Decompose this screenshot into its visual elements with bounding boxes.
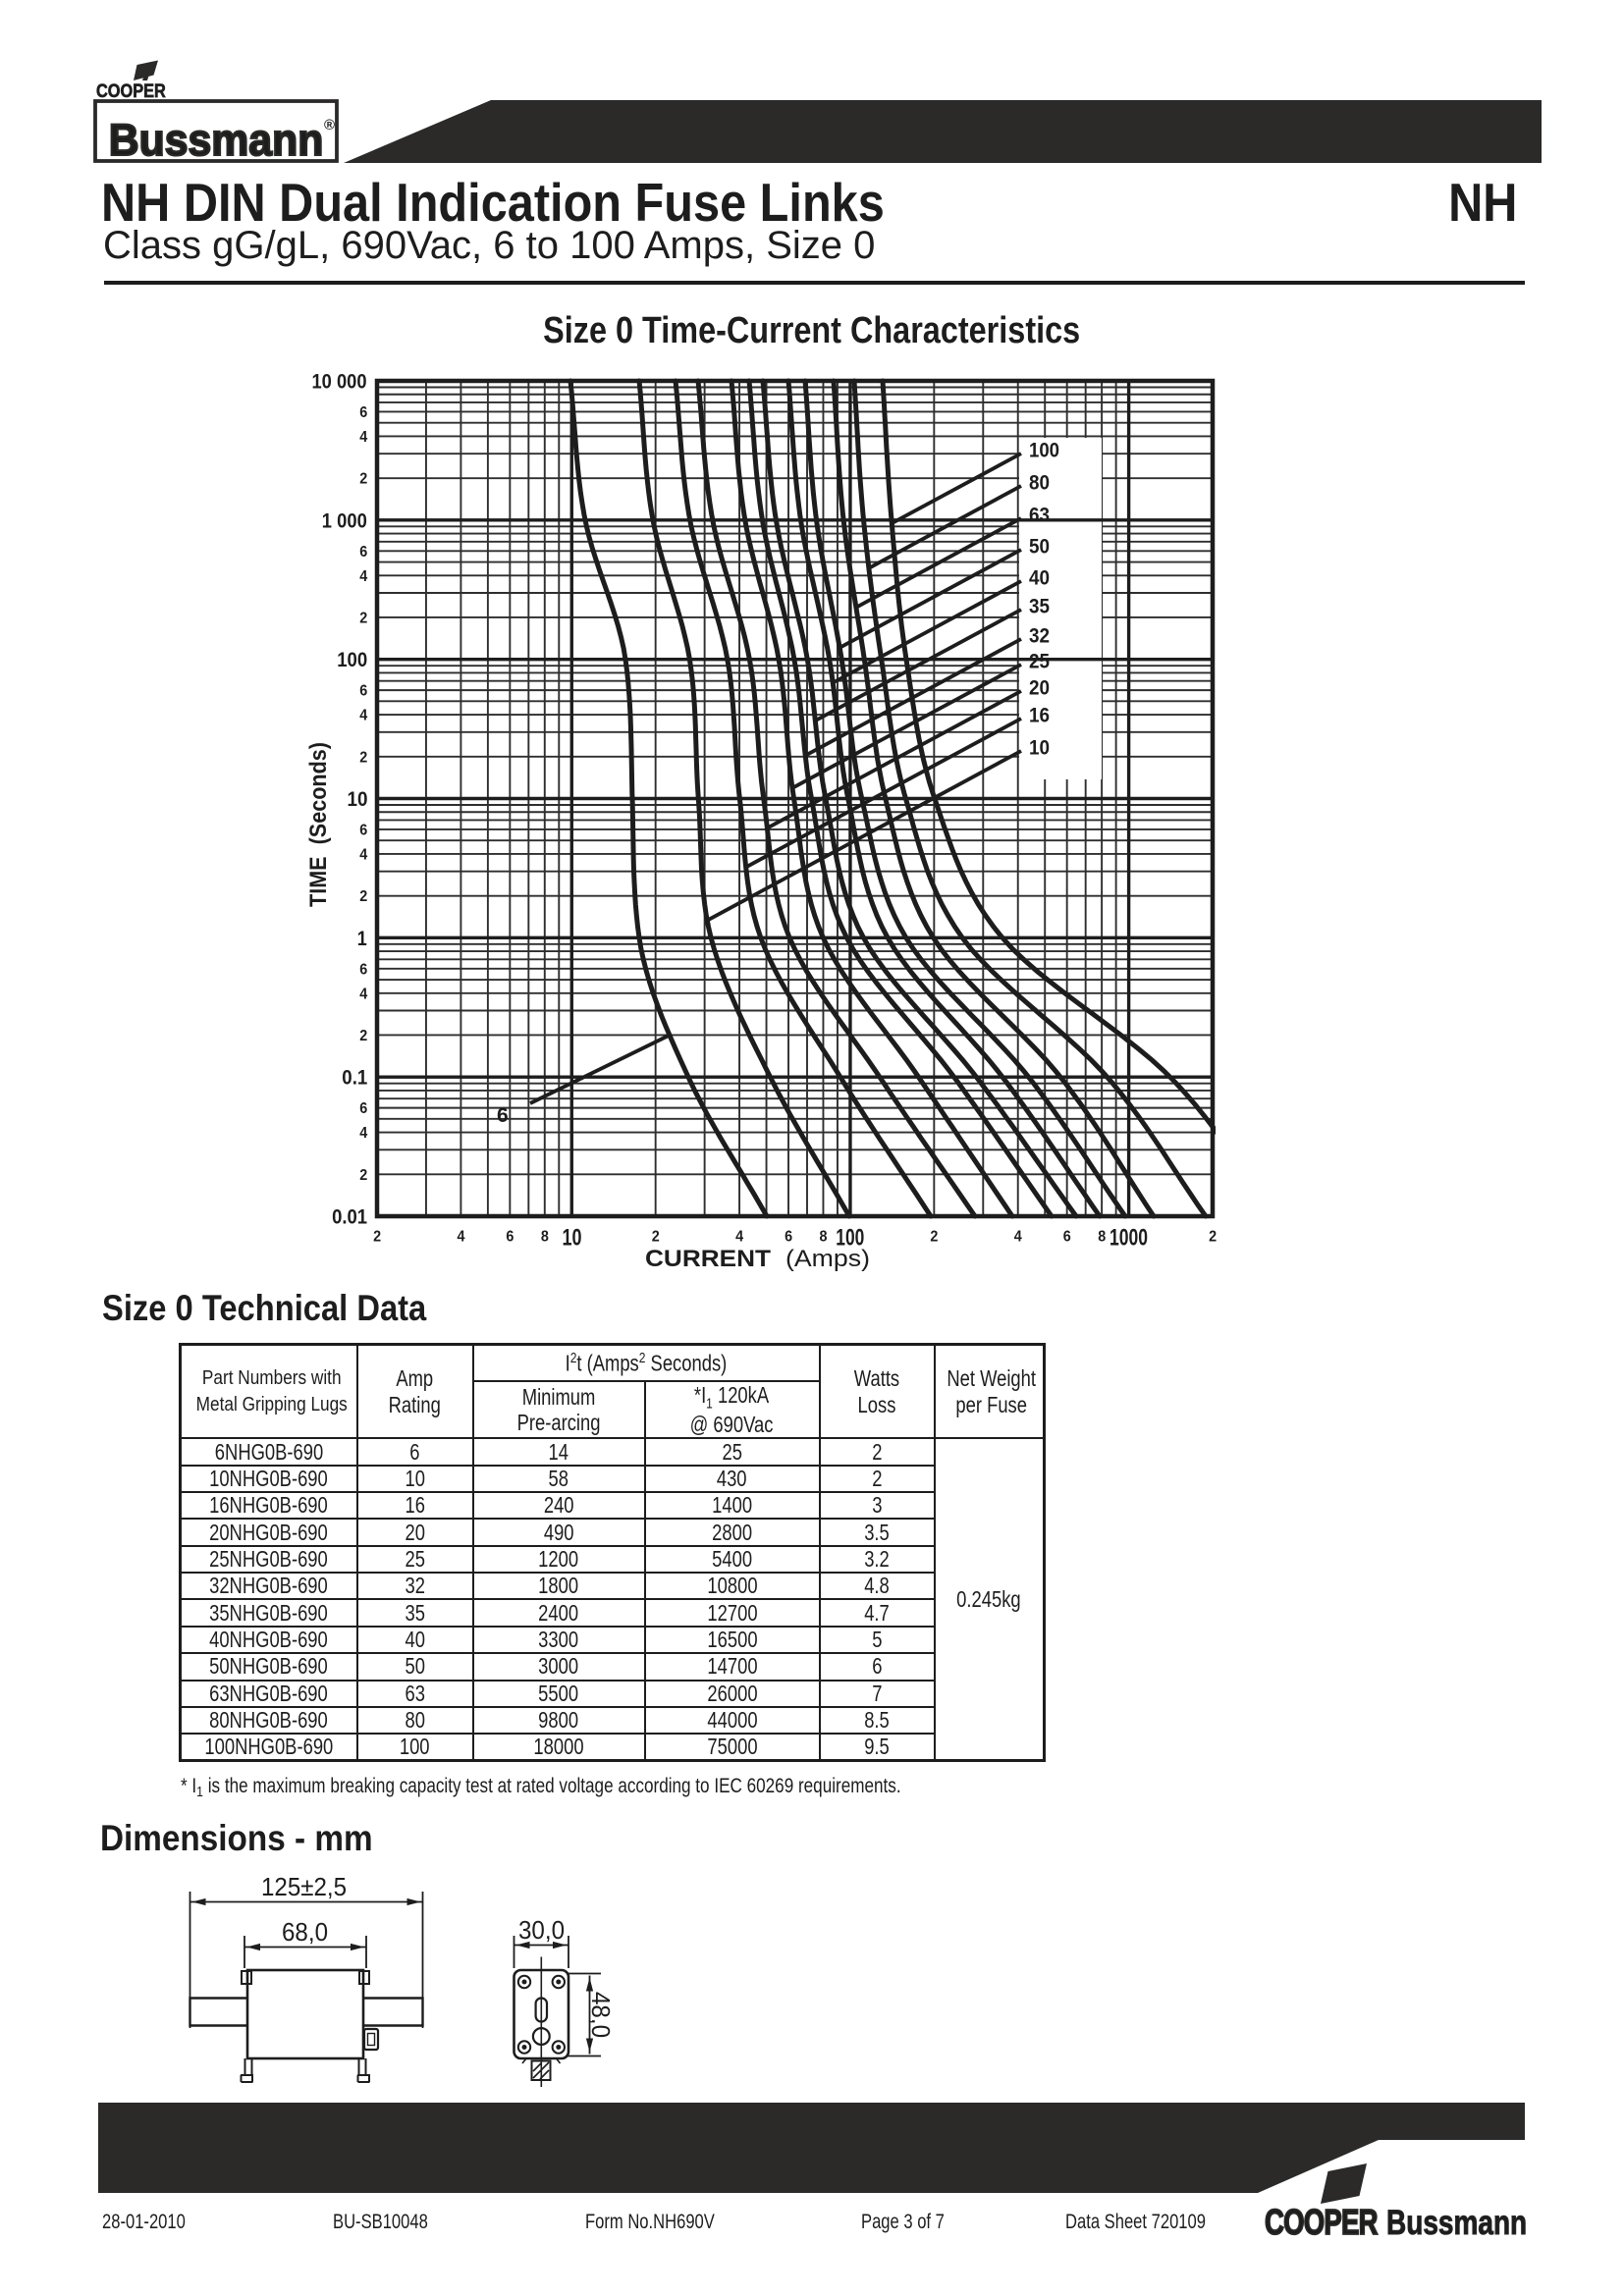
svg-text:6: 6: [359, 823, 367, 839]
svg-text:68,0: 68,0: [282, 1917, 328, 1947]
svg-text:6: 6: [506, 1229, 514, 1246]
svg-text:2: 2: [359, 749, 367, 766]
svg-text:10: 10: [563, 1225, 582, 1252]
svg-text:1000: 1000: [1110, 1225, 1148, 1252]
svg-text:2: 2: [1209, 1229, 1217, 1246]
svg-text:48,0: 48,0: [586, 1992, 616, 2038]
svg-text:30,0: 30,0: [518, 1915, 565, 1945]
svg-text:10 000: 10 000: [312, 371, 367, 394]
svg-text:6: 6: [1063, 1229, 1071, 1246]
svg-text:16: 16: [1029, 705, 1050, 727]
svg-text:6: 6: [785, 1229, 792, 1246]
svg-text:6: 6: [359, 1100, 367, 1117]
svg-text:6: 6: [359, 404, 367, 421]
svg-text:TIME (Seconds): TIME (Seconds): [305, 742, 332, 907]
svg-text:10: 10: [348, 788, 368, 811]
svg-text:125±2,5: 125±2,5: [261, 1872, 347, 1901]
svg-text:100: 100: [1029, 440, 1059, 462]
svg-text:20: 20: [1029, 677, 1050, 700]
svg-text:50: 50: [1029, 536, 1050, 559]
svg-text:4: 4: [735, 1229, 743, 1246]
svg-text:63: 63: [1029, 505, 1050, 527]
svg-text:100: 100: [836, 1225, 864, 1252]
svg-text:4: 4: [359, 568, 367, 585]
svg-text:2: 2: [359, 611, 367, 627]
svg-text:0.1: 0.1: [342, 1067, 367, 1090]
svg-text:4: 4: [1014, 1229, 1022, 1246]
svg-text:4: 4: [359, 846, 367, 863]
svg-text:2: 2: [359, 1167, 367, 1184]
svg-text:CURRENT: CURRENT: [645, 1246, 771, 1272]
svg-text:80: 80: [1029, 472, 1050, 495]
svg-text:8: 8: [820, 1229, 828, 1246]
svg-text:35: 35: [1029, 596, 1050, 618]
svg-text:0.01: 0.01: [332, 1206, 367, 1229]
svg-text:1: 1: [357, 928, 367, 950]
svg-text:4: 4: [359, 708, 367, 724]
svg-text:2: 2: [359, 471, 367, 488]
svg-text:8: 8: [541, 1229, 549, 1246]
svg-text:4: 4: [359, 1125, 367, 1142]
svg-text:2: 2: [652, 1229, 660, 1246]
svg-text:6: 6: [359, 961, 367, 978]
svg-text:25: 25: [1029, 651, 1050, 673]
svg-text:4: 4: [458, 1229, 465, 1246]
svg-text:2: 2: [359, 888, 367, 905]
svg-text:2: 2: [930, 1229, 938, 1246]
svg-text:6: 6: [359, 544, 367, 561]
svg-text:4: 4: [359, 986, 367, 1002]
svg-text:2: 2: [373, 1229, 381, 1246]
svg-text:32: 32: [1029, 625, 1050, 648]
svg-text:10: 10: [1029, 737, 1050, 760]
svg-text:(Amps): (Amps): [785, 1246, 870, 1272]
svg-text:6: 6: [359, 683, 367, 700]
svg-text:8: 8: [1098, 1229, 1106, 1246]
svg-text:1 000: 1 000: [322, 509, 367, 532]
svg-text:100: 100: [337, 649, 367, 671]
svg-text:6: 6: [497, 1104, 509, 1127]
svg-text:2: 2: [359, 1028, 367, 1044]
svg-text:4: 4: [359, 429, 367, 446]
svg-text:40: 40: [1029, 567, 1050, 590]
